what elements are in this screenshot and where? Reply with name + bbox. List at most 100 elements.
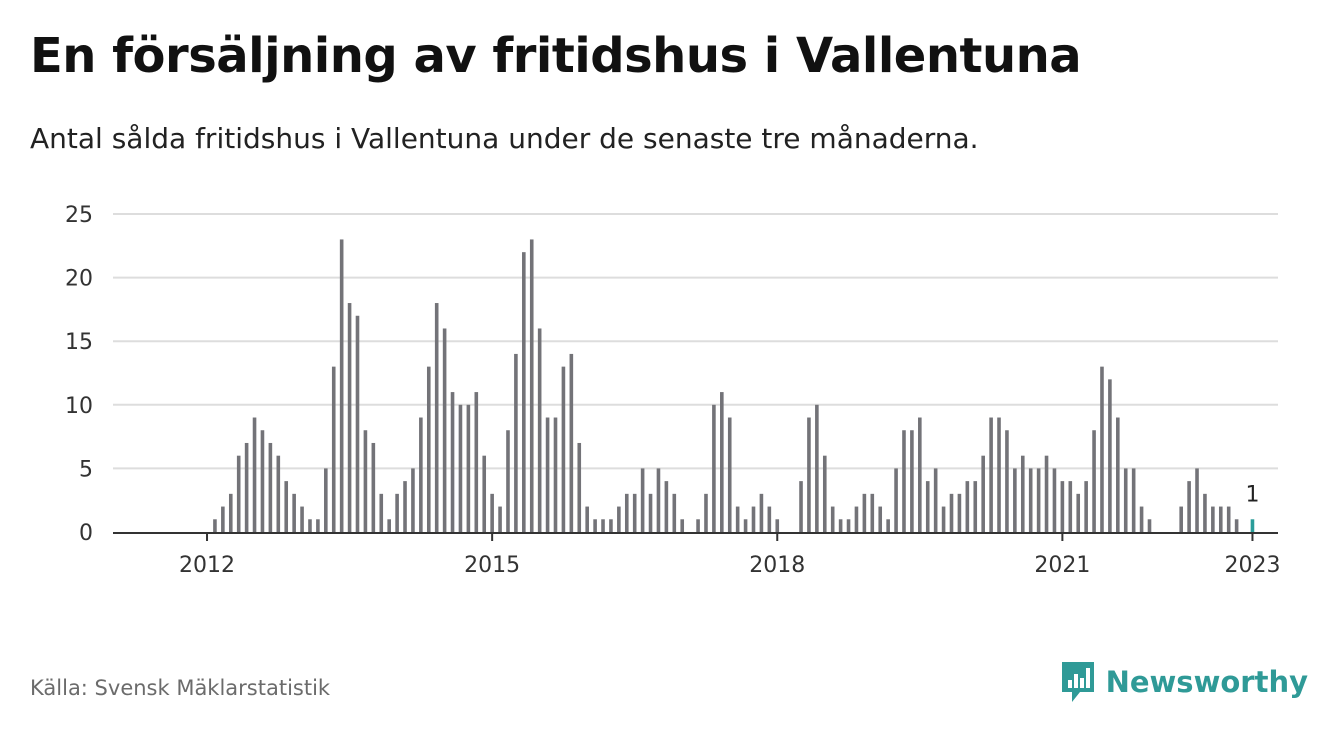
bar (529, 239, 534, 532)
bar (815, 404, 819, 532)
bar (648, 493, 653, 532)
bar (704, 493, 708, 532)
chart-title: En försäljning av fritidshus i Vallentun… (30, 28, 1082, 84)
bar (450, 392, 455, 532)
bar (617, 506, 621, 532)
bar (1226, 506, 1231, 532)
y-tick-label: 0 (79, 521, 93, 546)
bar (672, 493, 677, 532)
bar (735, 506, 740, 532)
bar (553, 417, 558, 532)
bar (426, 366, 431, 532)
bar (1179, 506, 1183, 532)
bar (609, 519, 613, 532)
bar (236, 455, 241, 532)
bar (807, 417, 811, 532)
bar (1005, 430, 1009, 532)
bar (941, 506, 946, 532)
bar (585, 506, 589, 532)
bar (1147, 519, 1152, 532)
bar (1218, 506, 1223, 532)
bar (474, 392, 479, 532)
bar (997, 417, 1001, 532)
bar (799, 481, 803, 532)
bar (973, 481, 978, 532)
bar (680, 519, 685, 532)
annotation: 1 (1245, 482, 1259, 507)
bar (506, 430, 510, 532)
bar (490, 493, 494, 532)
bar (1203, 493, 1207, 532)
bar (228, 493, 233, 532)
bar (989, 417, 993, 532)
bar (403, 481, 407, 532)
bar (395, 493, 399, 532)
grid-lines (113, 213, 1278, 470)
bar (949, 493, 954, 532)
bar (696, 519, 700, 532)
bars (213, 239, 1255, 532)
bar (1076, 493, 1081, 532)
y-tick-label: 25 (65, 203, 93, 228)
y-tick-label: 20 (65, 267, 93, 292)
x-tick-label: 2015 (464, 553, 520, 578)
bar (838, 519, 843, 532)
bar (822, 455, 827, 532)
bar (276, 455, 281, 532)
bar (1052, 468, 1057, 532)
bar (331, 366, 336, 532)
bar (601, 519, 605, 532)
newsworthy-logo-icon (1061, 662, 1094, 702)
bar (537, 328, 542, 532)
bar (862, 493, 867, 532)
bar (767, 506, 772, 532)
chart-subtitle: Antal sålda fritidshus i Vallentuna unde… (30, 122, 979, 155)
bar (434, 303, 439, 532)
bar (1195, 468, 1199, 532)
bar (387, 519, 391, 532)
bar (561, 366, 566, 532)
bar (656, 468, 661, 532)
bar (466, 404, 471, 532)
bar (514, 353, 518, 532)
bar (743, 519, 748, 532)
bar (878, 506, 883, 532)
bar (347, 303, 352, 532)
bar (577, 442, 582, 532)
bar (910, 430, 914, 532)
bar (252, 417, 257, 532)
bar (569, 353, 574, 532)
bar (1060, 481, 1065, 532)
bar (981, 455, 985, 532)
bar (411, 468, 415, 532)
x-tick-label: 2012 (179, 553, 235, 578)
y-tick-label: 10 (65, 394, 93, 419)
bar (292, 493, 296, 532)
bar (1020, 455, 1025, 532)
bar (1131, 468, 1136, 532)
bar (482, 455, 487, 532)
bar (419, 417, 423, 532)
bar (632, 493, 637, 532)
bar (727, 417, 732, 532)
bar (918, 417, 922, 532)
bar (308, 519, 312, 532)
bar (933, 468, 938, 532)
bar (624, 493, 629, 532)
bar (371, 442, 376, 532)
bar (894, 468, 898, 532)
bar-chart: 0 5 10 15 20 25 2012 2015 2018 2021 2023 1 (65, 203, 1280, 578)
bar (759, 493, 764, 532)
bar (458, 404, 463, 532)
bar (593, 519, 597, 532)
brand[interactable]: Newsworthy (1060, 660, 1308, 704)
bar (379, 493, 384, 532)
bar (775, 519, 780, 532)
bar (854, 506, 859, 532)
bar (965, 481, 970, 532)
bar (268, 442, 273, 532)
y-tick-label: 5 (79, 457, 93, 482)
bar (316, 519, 320, 532)
bar (545, 417, 550, 532)
bar (244, 442, 249, 532)
